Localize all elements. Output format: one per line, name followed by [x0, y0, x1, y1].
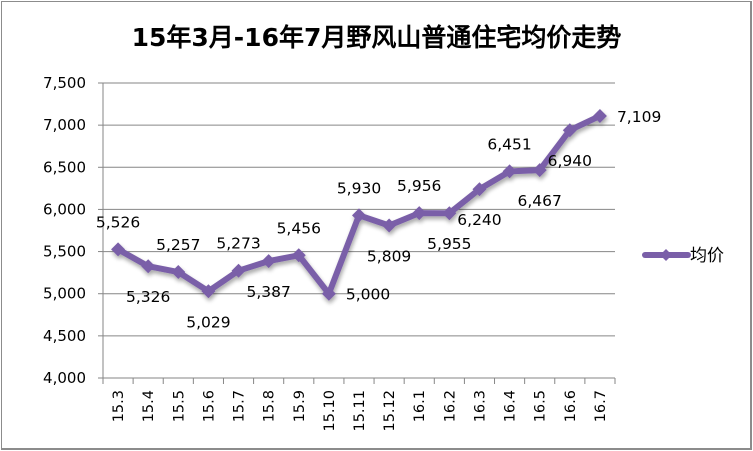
- diamond-marker: [111, 242, 126, 257]
- data-label: 5,387: [246, 283, 290, 301]
- diamond-marker: [231, 263, 246, 278]
- x-tick-label: 16.1: [412, 390, 428, 422]
- y-tick-label: 7,500: [43, 74, 86, 92]
- data-label: 5,809: [367, 248, 411, 266]
- data-label: 6,451: [487, 135, 531, 153]
- data-label: 5,956: [397, 177, 441, 195]
- diamond-marker: [562, 123, 577, 138]
- diamond-marker: [261, 254, 276, 269]
- gridlines: [103, 82, 615, 337]
- data-label: 5,955: [427, 235, 471, 253]
- data-label: 5,029: [186, 313, 230, 331]
- diamond-marker: [321, 286, 336, 301]
- y-tick-label: 5,500: [43, 243, 86, 261]
- x-tick-label: 16.6: [563, 390, 579, 422]
- y-tick-label: 5,000: [43, 285, 86, 303]
- data-label: 6,940: [548, 152, 592, 170]
- data-label: 6,240: [457, 211, 501, 229]
- data-labels: 5,526 5,326 5,257 5,029 5,273 5,387 5,456 5,000…: [96, 108, 661, 331]
- x-tick-label: 16.7: [593, 390, 609, 422]
- diamond-marker: [442, 206, 457, 221]
- chart-title: 15年3月-16年7月野风山普通住宅均价走势: [131, 23, 622, 52]
- data-label: 5,456: [277, 219, 321, 237]
- legend-diamond-icon: [660, 249, 672, 261]
- diamond-marker: [201, 284, 216, 299]
- diamond-marker: [532, 163, 547, 178]
- data-label: 6,467: [518, 192, 562, 210]
- x-tick-label: 15.9: [292, 390, 308, 422]
- x-tick-label: 16.5: [533, 390, 549, 422]
- x-tick-label: 15.5: [171, 390, 187, 422]
- x-tick-label: 16.2: [442, 390, 458, 422]
- data-label: 5,526: [96, 213, 140, 231]
- diamond-marker: [412, 206, 427, 221]
- diamond-marker: [171, 265, 186, 280]
- x-tick-label: 15.12: [382, 390, 398, 432]
- x-tick-label: 16.4: [503, 390, 519, 422]
- data-label: 5,930: [337, 179, 381, 197]
- diamond-marker: [592, 108, 607, 123]
- data-label: 5,257: [156, 236, 200, 254]
- x-tick-label: 16.3: [472, 390, 488, 422]
- data-label: 7,109: [617, 108, 661, 126]
- y-tick-label: 6,500: [43, 158, 86, 176]
- x-tick-label: 15.11: [352, 390, 368, 432]
- series-avg-price: [111, 108, 607, 301]
- x-tick-label: 15.8: [262, 390, 278, 422]
- y-tick-label: 6,000: [43, 200, 86, 218]
- x-tick-label: 15.3: [111, 390, 127, 422]
- y-tick-label: 4,000: [43, 369, 86, 387]
- data-label: 5,000: [346, 286, 390, 304]
- diamond-marker: [472, 182, 487, 197]
- x-tick-label: 15.10: [322, 390, 338, 432]
- data-label: 5,273: [216, 235, 260, 253]
- y-tick-label: 7,000: [43, 116, 86, 134]
- y-axis: 4,000 4,500 5,000 5,500 6,000 6,500 7,000 7,500: [43, 74, 104, 387]
- diamond-marker: [382, 218, 397, 233]
- legend-label: 均价: [690, 246, 724, 266]
- data-label: 5,326: [126, 288, 170, 306]
- diamond-marker: [141, 259, 156, 274]
- x-tick-label: 15.4: [141, 390, 157, 422]
- diamond-marker: [291, 248, 306, 263]
- x-tick-label: 15.7: [232, 390, 248, 422]
- legend: 均价: [642, 246, 724, 266]
- diamond-marker: [502, 164, 517, 179]
- diamond-marker: [352, 208, 366, 223]
- x-tick-label: 15.6: [201, 390, 217, 422]
- x-axis: 15.3 15.4 15.5 15.6 15.7 15.8 15.9 15.10 15.11 15…: [102, 377, 616, 432]
- y-tick-label: 4,500: [43, 327, 86, 345]
